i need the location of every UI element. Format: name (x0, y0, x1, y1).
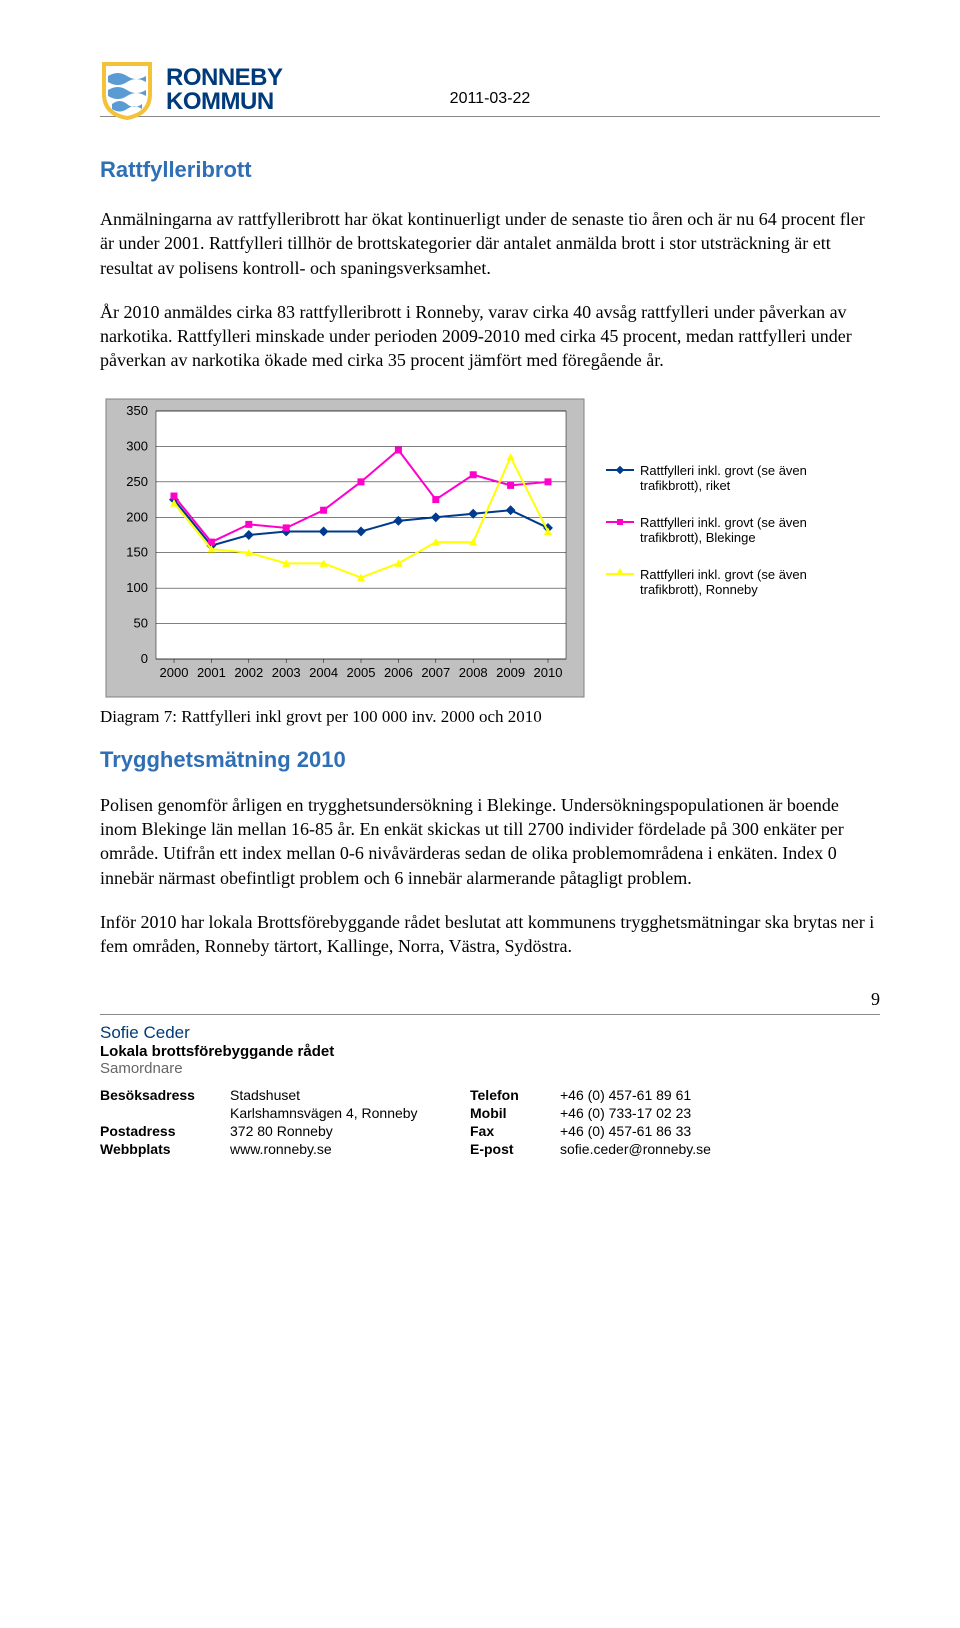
paragraph: Inför 2010 har lokala Brottsförebyggande… (100, 910, 880, 959)
svg-text:2005: 2005 (347, 665, 376, 680)
svg-text:2002: 2002 (234, 665, 263, 680)
svg-text:350: 350 (126, 403, 148, 418)
line-chart: 0 50 100 150 200 250 300 350 2000 2001 2002 2003 200… (100, 393, 590, 703)
contact-label: Telefon (470, 1087, 560, 1103)
svg-text:0: 0 (141, 651, 148, 666)
legend-swatch (606, 567, 634, 575)
svg-text:150: 150 (126, 544, 148, 559)
contact-label: Webbplats (100, 1141, 230, 1157)
signatory-name: Sofie Ceder (100, 1023, 880, 1043)
chart-container: 0 50 100 150 200 250 300 350 2000 2001 2002 2003 200… (100, 393, 880, 703)
contact-value: +46 (0) 457-61 86 33 (560, 1123, 880, 1139)
contact-table: BesöksadressStadshusetTelefon+46 (0) 457… (100, 1087, 880, 1157)
legend-label: Rattfylleri inkl. grovt (se även trafikb… (640, 463, 820, 493)
contact-label: Postadress (100, 1123, 230, 1139)
signatory-role: Lokala brottsförebyggande rådet (100, 1043, 880, 1060)
chart-legend: Rattfylleri inkl. grovt (se även trafikb… (606, 393, 820, 703)
svg-text:250: 250 (126, 474, 148, 489)
contact-label (100, 1105, 230, 1121)
svg-text:2007: 2007 (421, 665, 450, 680)
legend-label: Rattfylleri inkl. grovt (se även trafikb… (640, 567, 820, 597)
contact-label: Mobil (470, 1105, 560, 1121)
legend-swatch (606, 515, 634, 523)
contact-value: Stadshuset (230, 1087, 470, 1103)
legend-item: Rattfylleri inkl. grovt (se även trafikb… (606, 567, 820, 597)
svg-text:300: 300 (126, 438, 148, 453)
svg-text:2010: 2010 (534, 665, 563, 680)
paragraph: Anmälningarna av rattfylleribrott har ök… (100, 207, 880, 280)
section-title-trygghet: Trygghetsmätning 2010 (100, 747, 880, 773)
contact-value: 372 80 Ronneby (230, 1123, 470, 1139)
svg-text:50: 50 (134, 615, 148, 630)
contact-value: +46 (0) 733-17 02 23 (560, 1105, 880, 1121)
contact-label: Fax (470, 1123, 560, 1139)
contact-label: E-post (470, 1141, 560, 1157)
contact-label: Besöksadress (100, 1087, 230, 1103)
signatory-block: Sofie Ceder Lokala brottsförebyggande rå… (100, 1023, 880, 1077)
svg-text:2003: 2003 (272, 665, 301, 680)
page-number: 9 (100, 989, 880, 1010)
paragraph: Polisen genomför årligen en trygghetsund… (100, 793, 880, 890)
legend-swatch (606, 463, 634, 471)
org-line1: RONNEBY (166, 66, 283, 90)
svg-text:2001: 2001 (197, 665, 226, 680)
org-name: RONNEBY KOMMUN (166, 66, 283, 114)
legend-item: Rattfylleri inkl. grovt (se även trafikb… (606, 463, 820, 493)
header-rule (100, 116, 880, 117)
org-line2: KOMMUN (166, 90, 283, 114)
svg-text:2000: 2000 (160, 665, 189, 680)
legend-item: Rattfylleri inkl. grovt (se även trafikb… (606, 515, 820, 545)
contact-value: sofie.ceder@ronneby.se (560, 1141, 880, 1157)
contact-value: www.ronneby.se (230, 1141, 470, 1157)
svg-text:100: 100 (126, 580, 148, 595)
contact-value: Karlshamnsvägen 4, Ronneby (230, 1105, 470, 1121)
svg-text:200: 200 (126, 509, 148, 524)
signatory-title: Samordnare (100, 1060, 880, 1077)
municipality-logo (100, 60, 154, 120)
legend-label: Rattfylleri inkl. grovt (se även trafikb… (640, 515, 820, 545)
section-title-rattfylleribrott: Rattfylleribrott (100, 157, 880, 183)
footer-rule (100, 1014, 880, 1015)
svg-text:2008: 2008 (459, 665, 488, 680)
contact-value: +46 (0) 457-61 89 61 (560, 1087, 880, 1103)
svg-text:2004: 2004 (309, 665, 338, 680)
paragraph: År 2010 anmäldes cirka 83 rattfylleribro… (100, 300, 880, 373)
chart-caption: Diagram 7: Rattfylleri inkl grovt per 10… (100, 707, 880, 727)
svg-text:2009: 2009 (496, 665, 525, 680)
svg-text:2006: 2006 (384, 665, 413, 680)
